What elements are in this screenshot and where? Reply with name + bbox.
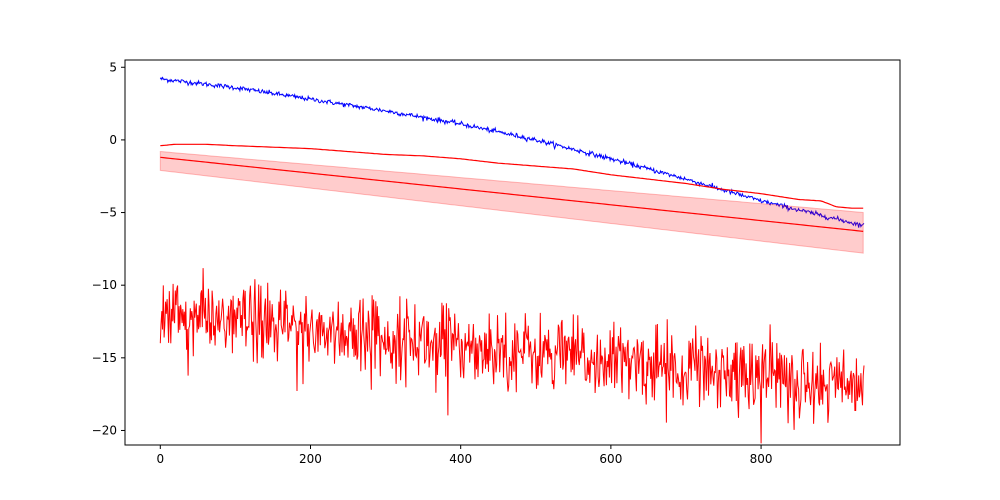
y-tick-label: −10 (92, 278, 117, 292)
series-1-line (159, 76, 865, 228)
series-4-line (159, 268, 865, 444)
x-tick-label: 800 (750, 452, 773, 466)
axes-frame (124, 59, 901, 446)
y-tick-label: 5 (109, 60, 117, 74)
x-axis: 0 200 400 600 800 (156, 445, 773, 466)
series-3-band (159, 150, 864, 254)
plot-area (159, 76, 865, 444)
series-3-line (160, 156, 864, 232)
y-tick-label: −5 (99, 206, 117, 220)
y-tick-label: −20 (92, 423, 117, 437)
x-tick-label: 0 (156, 452, 164, 466)
y-tick-label: −15 (92, 351, 117, 365)
series-2-line (160, 143, 864, 209)
x-tick-label: 400 (449, 452, 472, 466)
y-tick-label: 0 (109, 133, 117, 147)
x-tick-label: 200 (299, 452, 322, 466)
x-tick-label: 600 (599, 452, 622, 466)
y-axis: 5 0 −5 −10 −15 −20 (92, 60, 125, 437)
